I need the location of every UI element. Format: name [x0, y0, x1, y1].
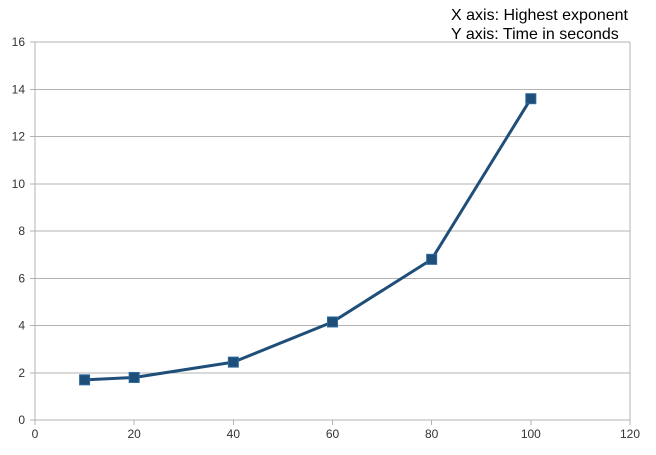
annotation-y-axis: Y axis: Time in seconds [451, 26, 619, 43]
x-tick-label: 60 [326, 427, 340, 441]
grid-lines [35, 41, 630, 421]
data-point-marker [327, 316, 338, 328]
series-group [79, 93, 537, 386]
x-tick-label: 100 [521, 427, 541, 441]
y-tick-label: 10 [12, 177, 26, 191]
series-line-0 [84, 97, 533, 382]
x-tick-labels: 0 20 40 60 80 100 120 [32, 427, 641, 441]
data-point-marker [227, 356, 239, 368]
y-tick-label: 14 [12, 82, 26, 96]
x-tick-label: 80 [425, 427, 439, 441]
data-point-marker [128, 371, 140, 383]
y-tick-label: 6 [18, 271, 25, 285]
annotation-x-axis: X axis: Highest exponent [451, 7, 629, 24]
axes [30, 41, 631, 425]
data-point-marker [426, 253, 438, 265]
y-tick-label: 2 [18, 366, 25, 380]
x-tick-label: 120 [620, 427, 640, 441]
x-tick-label: 0 [32, 427, 39, 441]
x-tick-label: 40 [227, 427, 241, 441]
y-tick-label: 16 [12, 35, 26, 49]
y-tick-label: 12 [12, 130, 26, 144]
x-tick-label: 20 [127, 427, 141, 441]
data-point-marker [525, 93, 537, 105]
data-point-marker [79, 374, 91, 386]
y-tick-label: 0 [18, 413, 25, 427]
y-tick-label: 8 [18, 224, 25, 238]
y-tick-label: 4 [18, 319, 25, 333]
y-tick-labels: 0 2 4 6 8 10 12 14 16 [12, 35, 26, 427]
